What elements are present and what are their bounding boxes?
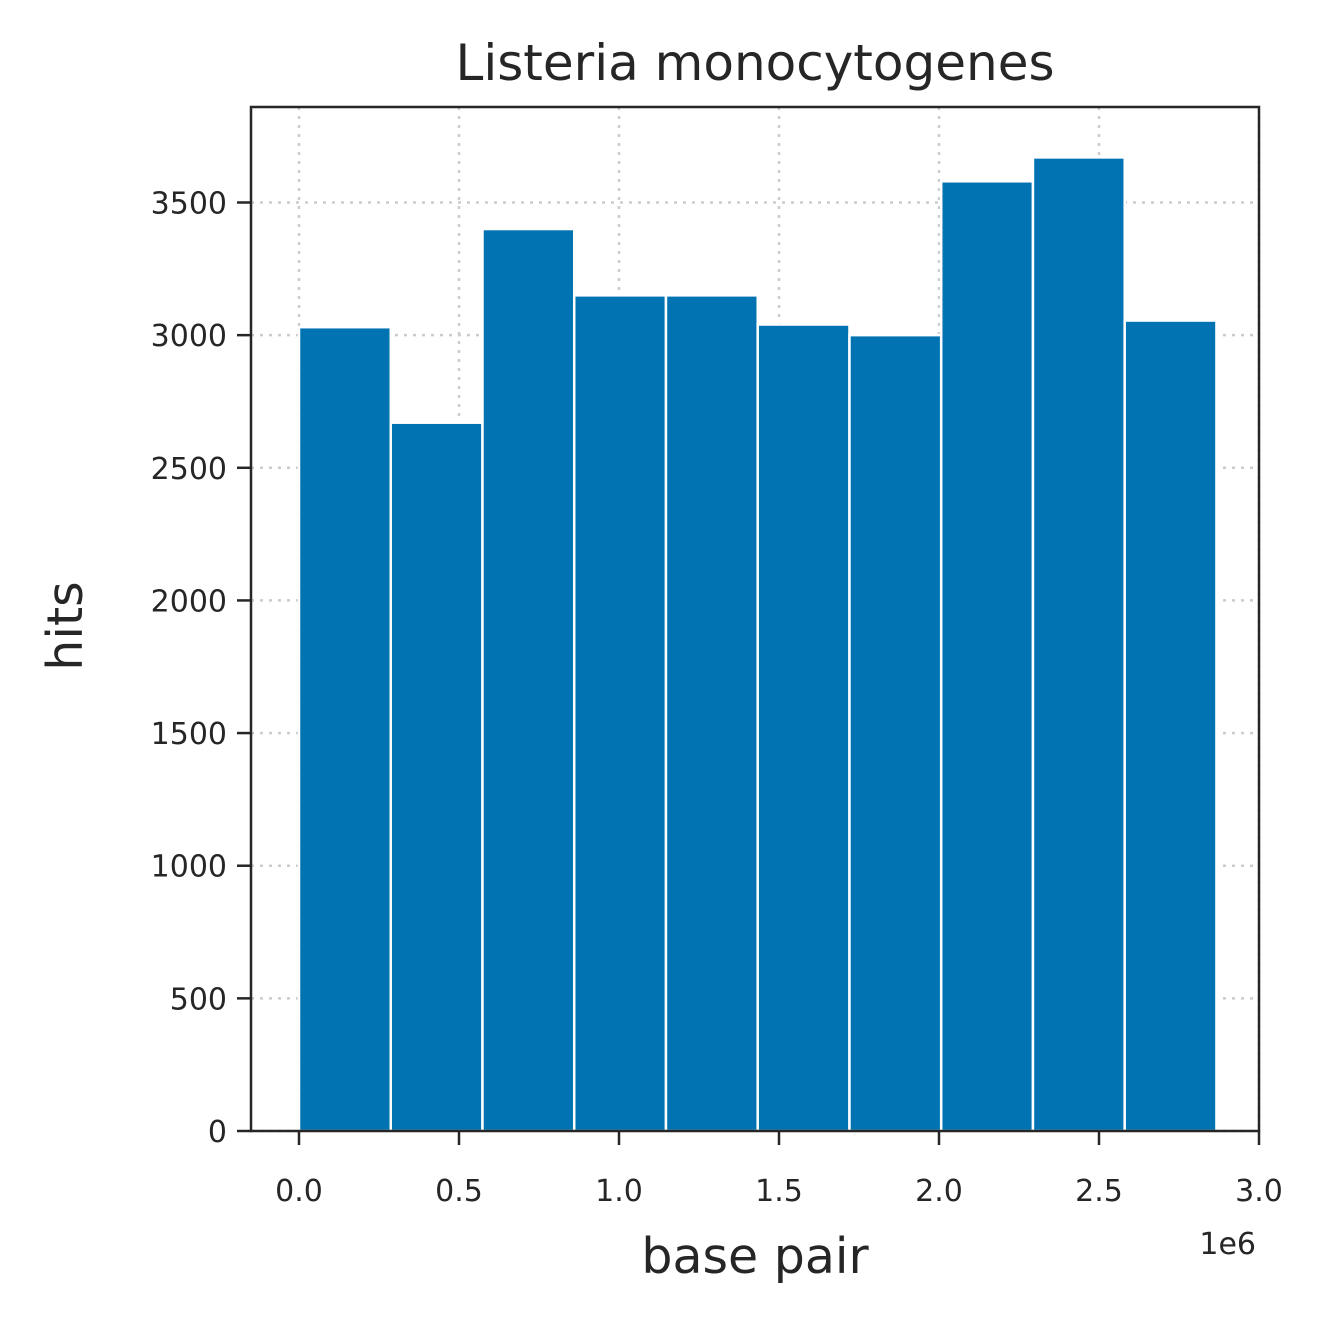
x-tick-label: 2.0 <box>915 1174 963 1209</box>
histogram-bar <box>1123 319 1218 1133</box>
axis-ticks: 0.0 0.5 1.0 1.5 2.0 2.5 3.0 0 500 1000 1500 2000 250… <box>151 187 1283 1209</box>
y-tick-label: 3000 <box>151 319 227 354</box>
histogram-bar <box>297 325 392 1133</box>
y-tick-label: 1500 <box>151 717 227 752</box>
y-tick-label: 3500 <box>151 187 227 222</box>
plot-frame <box>249 105 1261 1133</box>
histogram-bar <box>481 227 576 1133</box>
chart-title: Listeria monocytogenes <box>456 34 1055 92</box>
histogram-bars <box>297 156 1218 1133</box>
x-tick-label: 1.5 <box>755 1174 803 1209</box>
histogram-bar <box>572 294 668 1133</box>
y-tick-label: 0 <box>208 1115 227 1150</box>
y-tick-label: 500 <box>170 982 227 1017</box>
x-tick-label: 0.0 <box>275 1174 323 1209</box>
histogram-bar <box>389 421 484 1133</box>
histogram-bar <box>756 323 851 1133</box>
y-tick-label: 2500 <box>151 452 227 487</box>
histogram-bar <box>1031 156 1126 1133</box>
y-tick-label: 2000 <box>151 584 227 619</box>
histogram-bar <box>664 294 759 1133</box>
x-axis-label: base pair <box>641 1228 869 1285</box>
x-tick-label: 0.5 <box>435 1174 483 1209</box>
x-axis-offset-label: 1e6 <box>1199 1227 1256 1262</box>
x-tick-label: 2.5 <box>1075 1174 1123 1209</box>
x-tick-label: 3.0 <box>1235 1174 1283 1209</box>
y-tick-label: 1000 <box>151 850 227 885</box>
histogram-bar <box>939 180 1035 1133</box>
x-tick-label: 1.0 <box>595 1174 643 1209</box>
y-axis-label: hits <box>37 581 94 670</box>
histogram-bar <box>848 333 943 1133</box>
